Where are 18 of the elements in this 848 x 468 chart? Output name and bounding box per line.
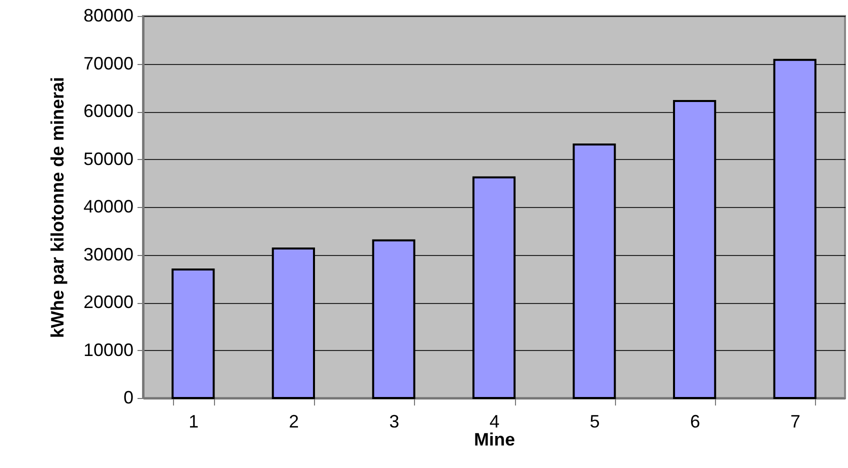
- y-tick-label: 80000: [83, 6, 134, 26]
- y-tick-label: 0: [123, 388, 134, 408]
- x-tick-label: 7: [790, 412, 800, 432]
- y-tick-label: 30000: [83, 244, 134, 264]
- y-tick-label: 60000: [83, 101, 134, 121]
- x-tick-label: 4: [489, 412, 500, 432]
- x-tick-label: 3: [389, 412, 400, 432]
- x-tick-label: 1: [188, 412, 199, 432]
- x-tick-label: 6: [690, 412, 700, 432]
- y-tick-label: 10000: [83, 340, 134, 360]
- y-tick-label: 50000: [83, 148, 134, 169]
- y-tick-label: 70000: [83, 53, 134, 74]
- y-tick-label: 40000: [83, 196, 134, 216]
- y-tick-label: 20000: [83, 292, 134, 312]
- x-tick-label: 2: [288, 412, 299, 432]
- y-axis-title: kWhe par kilotonne de minerai: [47, 76, 68, 338]
- x-tick-label: 5: [590, 412, 600, 432]
- x-axis-title: Mine: [474, 430, 516, 450]
